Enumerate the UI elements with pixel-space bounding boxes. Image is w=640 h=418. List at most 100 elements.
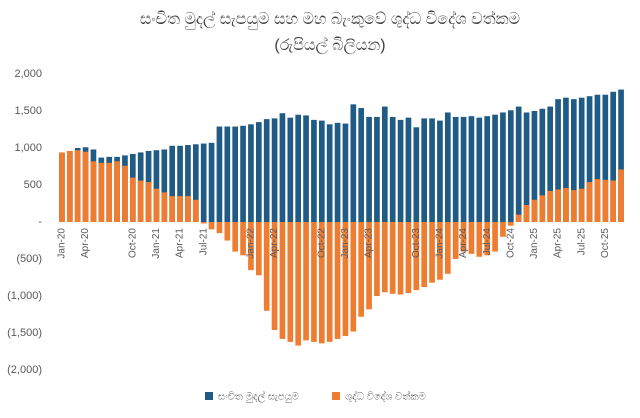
bar <box>153 188 160 222</box>
bar <box>594 94 601 222</box>
bar <box>610 180 617 222</box>
bar <box>492 114 498 222</box>
bar <box>200 222 207 224</box>
bar <box>342 123 349 222</box>
bar <box>240 125 246 222</box>
bar <box>531 199 538 222</box>
chart-title: සංචිත මුදල් සැපයුම සහ මහ බැංකුවේ ශුද්ධ ව… <box>140 10 520 29</box>
legend-swatch <box>332 392 340 400</box>
bar <box>397 222 404 295</box>
y-tick-label: 2,000 <box>14 68 42 80</box>
bar <box>555 99 561 222</box>
bar <box>350 104 357 222</box>
bar <box>318 120 325 222</box>
bar <box>515 214 522 222</box>
bar <box>413 127 420 222</box>
bar <box>437 222 443 280</box>
x-tick-label: Jul-25 <box>576 228 587 256</box>
bar <box>224 126 231 222</box>
bar <box>208 222 215 230</box>
bar <box>460 222 467 252</box>
y-tick-label: (2,000) <box>7 364 42 376</box>
x-tick-label: Jan-25 <box>529 228 540 259</box>
y-tick-label: (1,500) <box>7 327 42 339</box>
x-tick-label: Jan-21 <box>151 228 162 259</box>
bar <box>114 161 120 222</box>
bar <box>192 144 199 222</box>
bar <box>295 114 302 222</box>
bar <box>177 196 183 222</box>
bar <box>350 222 357 332</box>
bar <box>358 108 365 222</box>
bar <box>452 222 459 259</box>
x-tick-label: Jan-24 <box>435 228 446 259</box>
legend-swatch <box>205 392 213 400</box>
bar <box>492 222 498 252</box>
x-tick-label: Oct-24 <box>505 228 516 258</box>
bar <box>500 222 506 237</box>
bar <box>271 118 278 222</box>
bar <box>602 179 609 222</box>
bar <box>129 177 136 222</box>
bar <box>240 222 246 256</box>
bar <box>618 169 624 222</box>
x-tick-label: Apr-22 <box>269 228 280 258</box>
bar <box>452 116 459 222</box>
bar <box>169 145 176 222</box>
bar <box>405 222 412 294</box>
bar <box>563 97 569 222</box>
bar <box>507 110 514 222</box>
bar <box>169 196 176 222</box>
x-tick-label: Apr-25 <box>553 228 564 258</box>
bar <box>90 161 97 222</box>
bar <box>177 145 183 222</box>
bar <box>507 222 514 226</box>
bar <box>200 143 207 222</box>
bar <box>334 222 341 339</box>
x-tick-label: Apr-24 <box>458 228 469 258</box>
bar <box>137 180 144 222</box>
bar <box>318 222 325 344</box>
bar <box>185 196 191 222</box>
bar <box>421 222 428 288</box>
bar <box>602 94 609 222</box>
bar <box>374 222 380 296</box>
bar <box>381 222 388 293</box>
bar <box>66 150 73 222</box>
bar <box>539 195 546 222</box>
bar <box>122 165 128 222</box>
bar <box>232 126 239 222</box>
bar <box>342 222 349 336</box>
x-tick-label: Apr-20 <box>80 228 91 258</box>
bar <box>389 116 396 222</box>
bar <box>271 222 278 331</box>
bar <box>287 117 294 222</box>
bar <box>161 192 168 222</box>
x-tick-label: Jan-23 <box>340 228 351 259</box>
bar <box>106 162 113 222</box>
bar <box>279 113 286 222</box>
y-tick-label: 500 <box>24 179 42 191</box>
bar <box>263 119 270 222</box>
bar <box>500 112 506 222</box>
bar <box>263 222 270 311</box>
bar <box>279 222 286 339</box>
bar <box>397 119 404 222</box>
y-tick-label: 1,500 <box>14 105 42 117</box>
bar <box>326 124 333 222</box>
bar <box>208 142 215 222</box>
bar <box>303 222 309 341</box>
bar <box>539 108 546 222</box>
bar <box>255 222 262 276</box>
bar <box>82 151 89 222</box>
bar <box>523 112 530 222</box>
bar <box>358 222 365 317</box>
bar <box>476 117 483 222</box>
bar <box>405 117 412 222</box>
bar <box>586 182 593 222</box>
bar <box>421 118 428 222</box>
bar <box>484 116 491 222</box>
bar <box>484 222 491 256</box>
x-tick-label: Apr-23 <box>364 228 375 258</box>
